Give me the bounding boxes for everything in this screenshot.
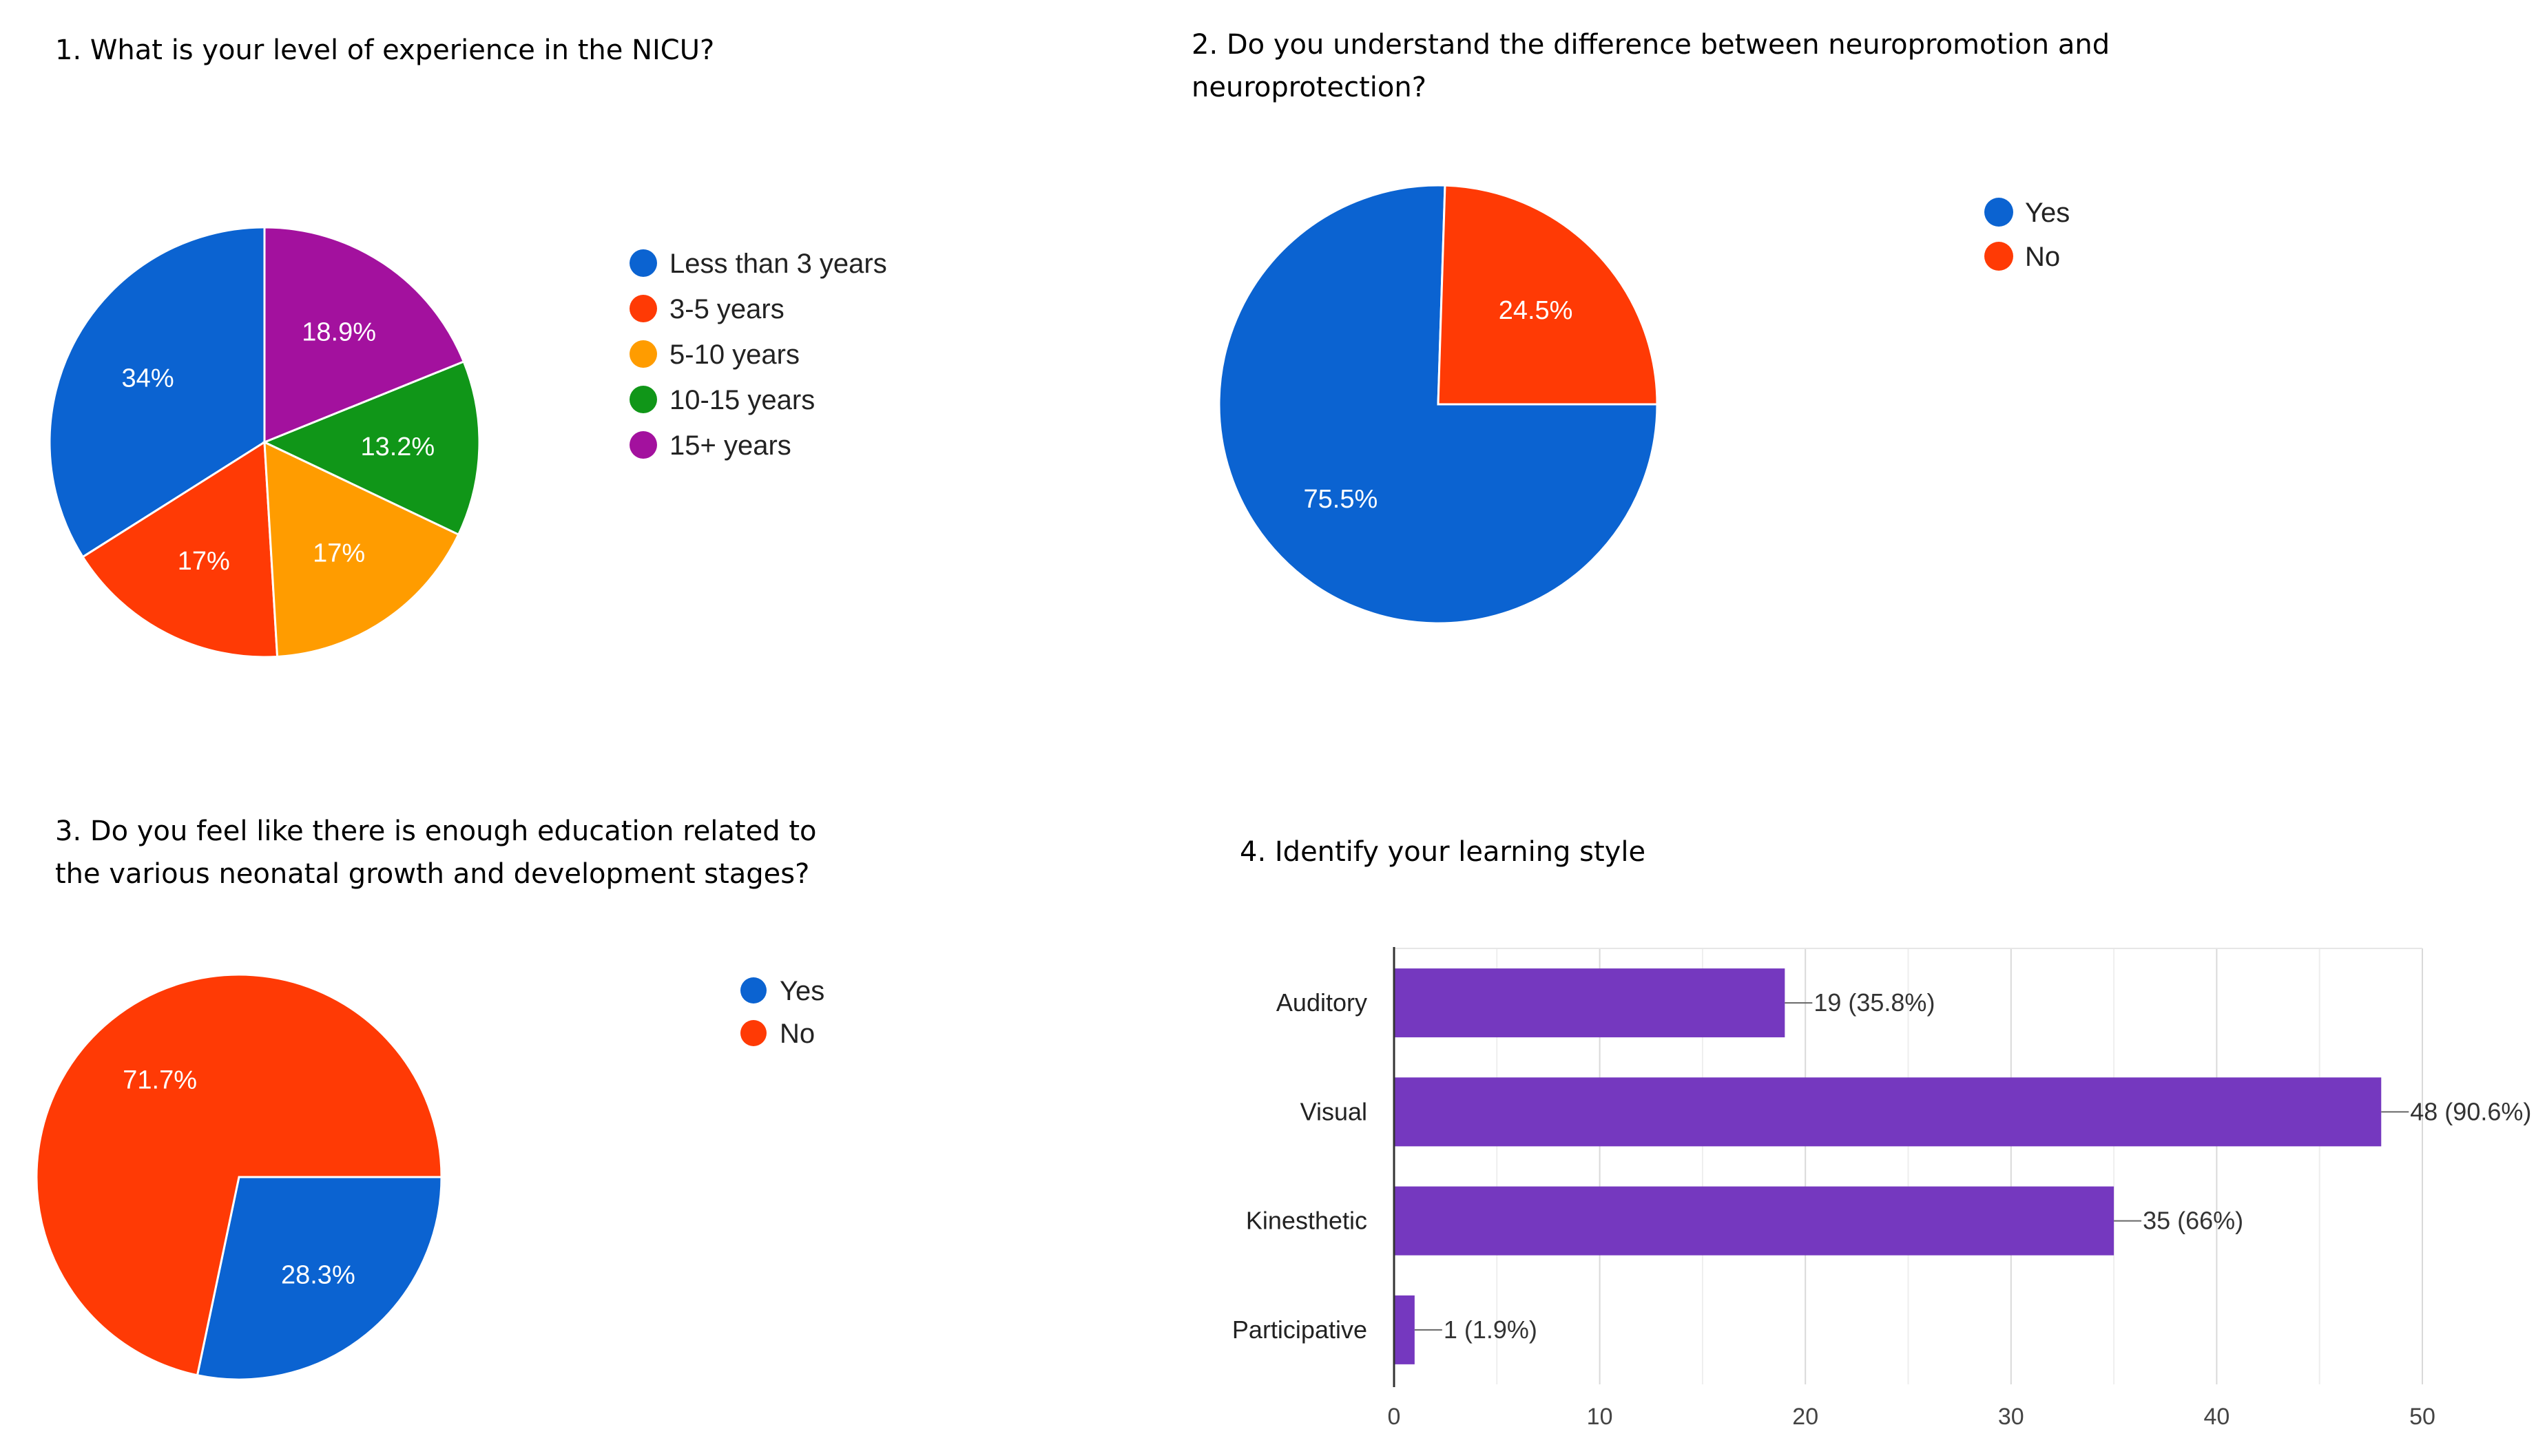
slice-label: 71.7% [123,1065,197,1094]
slice-label: 24.5% [1499,296,1573,325]
pie-slice-15-years [263,226,466,444]
slice-label: 34% [122,364,174,393]
legend-label: 3-5 years [669,294,784,324]
pie-slice-yes [196,1176,443,1381]
slice-label: 17% [178,547,230,576]
bar-value-label: 48 (90.6%) [2410,1097,2531,1125]
pie-slice-no [1437,184,1659,406]
slice-label: 13.2% [360,433,435,461]
x-tick-label: 40 [2203,1404,2230,1430]
chart-title: 2. Do you understand the difference betw… [1192,29,2110,61]
bar-category-label: Participative [1232,1315,1367,1344]
chart-title: the various neonatal growth and developm… [55,858,809,890]
slice-label: 17% [313,539,365,568]
pie-chart-3: 3. Do you feel like there is enough educ… [35,815,824,1381]
pie-slice-3-5-years [81,440,279,658]
bar-value-label: 35 (66%) [2143,1207,2243,1235]
bar-value-label: 19 (35.8%) [1813,988,1935,1017]
legend-swatch-no [1984,242,2013,271]
pie-chart-1: 1. What is your level of experience in t… [48,34,887,658]
bar-auditory [1394,968,1785,1038]
legend-swatch-5-10-years [630,340,657,368]
bar-chart-learning-style: 4. Identify your learning style 0 10 20 30 40… [1232,836,2531,1430]
bar-category-label: Kinesthetic [1246,1207,1367,1235]
x-tick-label: 0 [1388,1404,1401,1430]
bar-category-label: Visual [1300,1097,1367,1125]
pie-slice-5-10-years [263,440,460,658]
legend: Yes No [740,976,824,1049]
legend-swatch-yes [1984,198,2013,227]
x-tick-label: 20 [1792,1404,1818,1430]
slice-label: 75.5% [1304,485,1378,514]
legend-swatch-10-15-years [630,386,657,413]
chart-title: 3. Do you feel like there is enough educ… [55,815,817,847]
legend: Yes No [1984,198,2070,272]
legend-label: Yes [2025,198,2070,228]
legend-swatch-3-5-years [630,295,657,322]
legend-label: No [780,1019,815,1049]
pie-chart-2: 2. Do you understand the difference betw… [1192,29,2110,625]
x-tick-label: 30 [1998,1404,2024,1430]
legend-swatch-no [740,1020,767,1046]
legend-label: 15+ years [669,430,791,461]
legend-swatch-yes [740,977,767,1003]
pie-slice-no [35,973,443,1377]
legend-label: 10-15 years [669,385,815,415]
bar-category-label: Auditory [1276,988,1367,1017]
legend-label: Less than 3 years [669,249,887,279]
legend: Less than 3 years 3-5 years 5-10 years 10-1… [630,249,887,461]
legend-label: Yes [780,976,824,1006]
bar-participative [1394,1295,1415,1364]
chart-title: 1. What is your level of experience in t… [55,34,714,66]
legend-label: No [2025,242,2060,272]
x-tick-label: 10 [1587,1404,1613,1430]
slice-label: 18.9% [302,318,376,347]
bar-visual [1394,1077,2382,1147]
legend-label: 5-10 years [669,340,800,370]
legend-swatch-less-than-3-years [630,249,657,277]
pie-slice-less-than-3-years [48,226,266,559]
legend-swatch-15-years [630,431,657,459]
bar-value-label: 1 (1.9%) [1444,1315,1537,1344]
slice-label: 28.3% [281,1261,355,1290]
pie-slice-10-15-years [262,360,481,537]
bar-kinesthetic [1394,1186,2114,1256]
chart-title: neuroprotection? [1192,72,1426,103]
x-tick-label: 50 [2409,1404,2435,1430]
chart-title: 4. Identify your learning style [1240,836,1645,868]
